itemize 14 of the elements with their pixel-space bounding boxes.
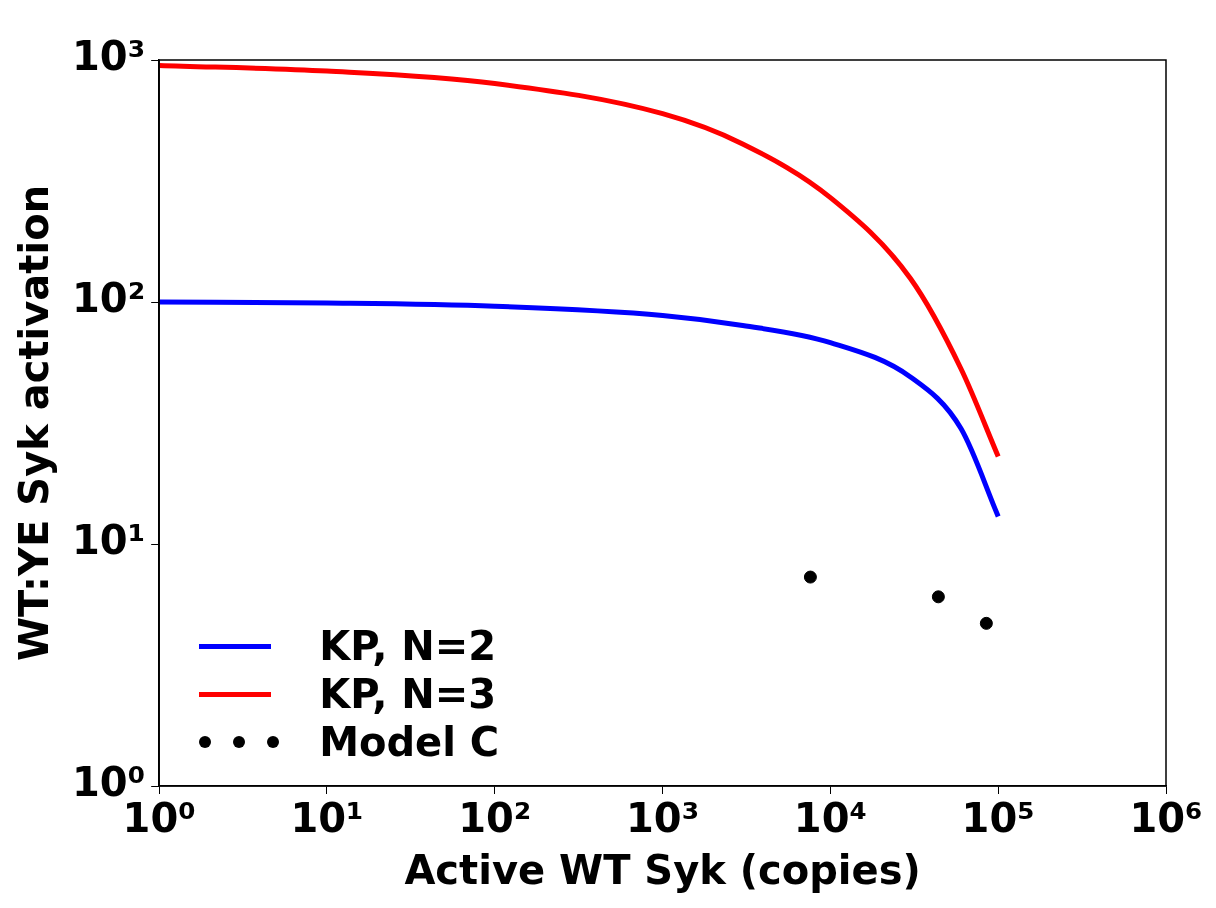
y-tick-label: 10³	[72, 33, 146, 80]
y-tick-label: 10²	[72, 275, 146, 322]
y-tick-label: 10¹	[72, 517, 146, 564]
x-axis-title: Active WT Syk (copies)	[404, 847, 921, 894]
x-tick-label: 10²	[458, 795, 532, 842]
x-tick-label: 10⁶	[1129, 795, 1203, 842]
x-tick-label: 10³	[626, 795, 700, 842]
legend-label: KP, N=3	[319, 671, 497, 717]
x-tick-label: 10¹	[290, 795, 364, 842]
y-axis-title: WT:YE Syk activation	[11, 184, 58, 662]
x-tick-label: 10⁴	[793, 795, 867, 842]
legend-label: KP, N=2	[319, 623, 497, 669]
x-tick-label: 10⁵	[961, 795, 1035, 842]
legend-label: Model C	[319, 719, 500, 765]
